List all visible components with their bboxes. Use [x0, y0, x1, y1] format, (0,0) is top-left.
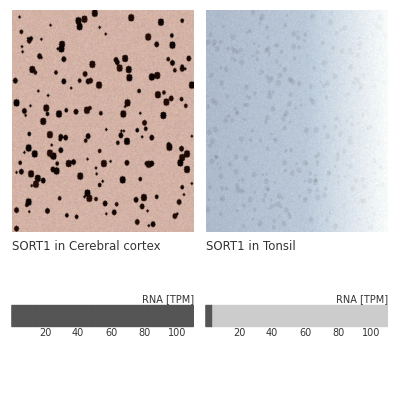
Text: 40: 40 — [266, 328, 278, 338]
Text: 100: 100 — [168, 328, 187, 338]
Text: 20: 20 — [39, 328, 51, 338]
Text: 100: 100 — [362, 328, 381, 338]
Text: 80: 80 — [138, 328, 150, 338]
Text: SORT1 in Tonsil: SORT1 in Tonsil — [206, 240, 296, 253]
Text: 20: 20 — [233, 328, 245, 338]
Text: RNA [TPM]: RNA [TPM] — [142, 294, 194, 304]
Text: 60: 60 — [105, 328, 117, 338]
Text: RNA [TPM]: RNA [TPM] — [336, 294, 388, 304]
Text: 40: 40 — [72, 328, 84, 338]
Text: 60: 60 — [299, 328, 311, 338]
Text: 80: 80 — [332, 328, 344, 338]
Text: SORT1 in Cerebral cortex: SORT1 in Cerebral cortex — [12, 240, 161, 253]
